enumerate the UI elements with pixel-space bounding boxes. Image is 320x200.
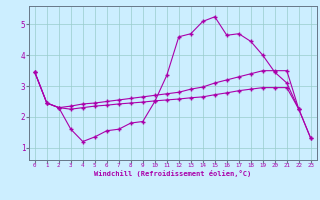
X-axis label: Windchill (Refroidissement éolien,°C): Windchill (Refroidissement éolien,°C) [94, 170, 252, 177]
